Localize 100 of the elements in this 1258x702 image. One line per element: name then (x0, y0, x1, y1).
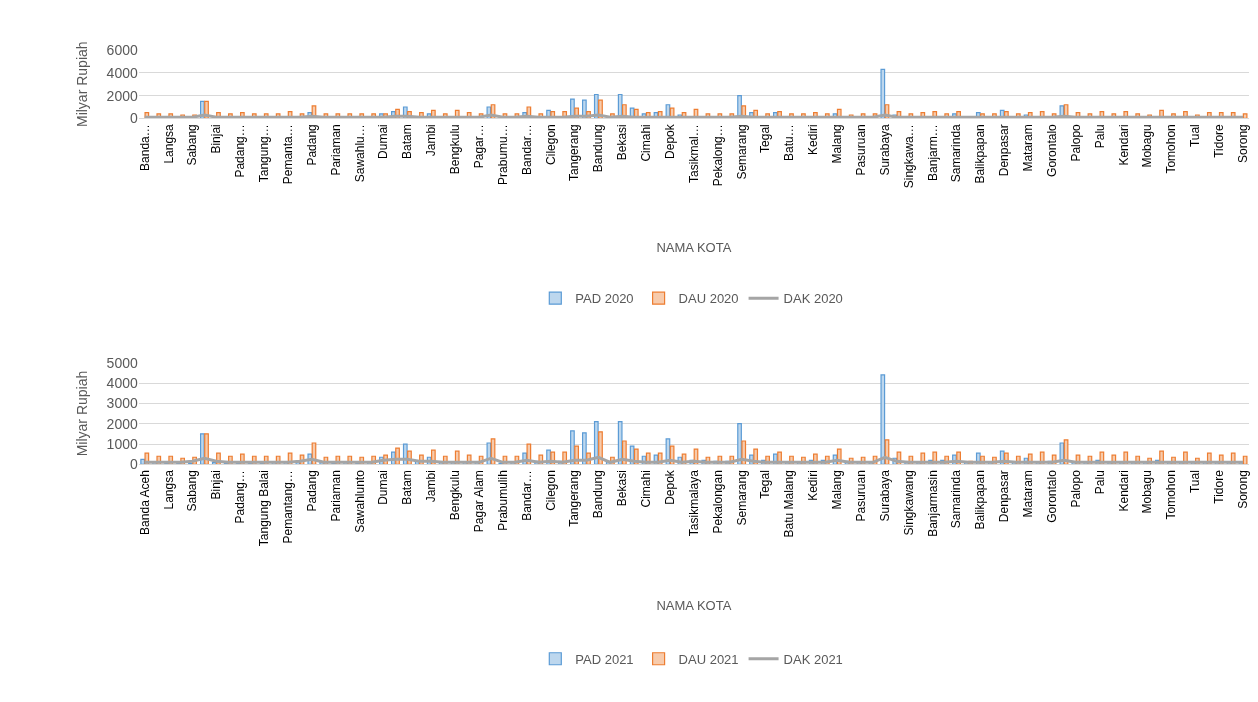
y-tick-label: 2000 (106, 87, 138, 104)
x-tick-label: Sawahlunto (352, 469, 367, 533)
x-tick-label: Mobagu (1140, 124, 1155, 168)
legend-label: DAK 2021 (783, 651, 843, 667)
x-tick-label: Tangerang (567, 124, 582, 181)
x-tick-label: Surabaya (877, 123, 892, 176)
x-tick-label: Prabumulih (495, 470, 510, 531)
x-tick-label: Kediri (806, 470, 821, 501)
x-tick-label: Balikpapan (973, 470, 988, 530)
x-tick-label: Tangung… (257, 124, 272, 183)
x-tick-label: Palu (1092, 124, 1107, 149)
x-tick-label: Cilegon (543, 470, 558, 511)
x-tick-label: Tangung Balai (257, 470, 272, 547)
x-tick-label: Palu (1092, 470, 1107, 495)
x-tick-label: Palopo (1068, 469, 1083, 508)
x-tick-label: Banjarmasin (925, 470, 940, 537)
x-tick-label: Malang (830, 124, 845, 164)
x-tick-label: Sabang (185, 124, 200, 166)
x-tick-label: Cilegon (543, 124, 558, 165)
x-tick-label: Tidore (1212, 123, 1227, 158)
x-tick-label: Jambi (424, 124, 439, 157)
y-tick-label: 2000 (106, 415, 138, 432)
x-tick-label: Sawahlu… (352, 124, 367, 183)
y-tick-label: 6000 (106, 41, 138, 58)
x-tick-label: Padang (304, 470, 319, 512)
x-tick-label: Dumai (376, 124, 391, 159)
x-tick-label: Binjai (209, 124, 224, 154)
x-tick-label: Batu… (782, 124, 797, 161)
y-axis-title: Milyar Rupiah (74, 370, 91, 457)
y-axis-title: Milyar Rupiah (74, 41, 91, 128)
x-tick-label: Tegal (758, 470, 773, 499)
x-tick-label: Bekasi (615, 124, 630, 161)
x-tick-label: Tidore (1212, 469, 1227, 504)
x-tick-label: Pariaman (328, 470, 343, 522)
x-tick-label: Pemantang… (280, 470, 295, 544)
x-axis-title: NAMA KOTA (656, 239, 732, 255)
x-tick-label: Bandar… (519, 470, 534, 521)
x-tick-label: Denpasar (997, 124, 1012, 177)
x-tick-label: Gorontalo (1044, 469, 1059, 523)
x-tick-label: Malang (830, 470, 845, 510)
x-tick-label: Tasikmalaya (686, 469, 701, 537)
x-tick-label: Sorong (1235, 470, 1250, 509)
x-tick-label: Depok (662, 469, 677, 505)
x-tick-label: Langsa (161, 123, 176, 164)
x-tick-label: Tangerang (567, 470, 582, 527)
x-tick-label: Samarinda (949, 469, 964, 529)
x-tick-label: Dumai (376, 470, 391, 505)
x-tick-label: Cimahi (639, 124, 654, 162)
x-tick-label: Balikpapan (973, 124, 988, 184)
y-tick-label: 4000 (106, 64, 138, 81)
x-tick-label: Batam (400, 470, 415, 505)
x-tick-label: Bengkulu (448, 470, 463, 521)
x-tick-label: Banda Aceh (137, 470, 152, 535)
x-tick-label: Sorong (1235, 124, 1250, 163)
x-tick-label: Gorontalo (1044, 123, 1059, 177)
x-tick-label: Bandung (591, 124, 606, 173)
x-tick-label: Sabang (185, 470, 200, 512)
x-tick-label: Langsa (161, 469, 176, 510)
x-tick-label: Pariaman (328, 124, 343, 176)
y-tick-label: 4000 (106, 374, 138, 391)
x-tick-label: Tomohon (1164, 470, 1179, 520)
x-tick-label: Depok (662, 123, 677, 159)
x-tick-label: Pekalongan (710, 470, 725, 534)
x-tick-label: Jambi (424, 470, 439, 503)
x-tick-label: Tomohon (1164, 124, 1179, 174)
x-tick-label: Banda… (137, 124, 152, 171)
x-tick-label: Tasikmal… (686, 124, 701, 183)
x-tick-label: Tual (1188, 124, 1203, 148)
x-tick-label: Bandar… (519, 124, 534, 175)
x-tick-label: Padang… (233, 124, 248, 178)
x-tick-label: Pekalong… (710, 124, 725, 187)
x-tick-label: Pemanta… (280, 124, 295, 185)
x-tick-label: Banjarm… (925, 124, 940, 181)
legend-label: DAK 2020 (783, 291, 843, 307)
y-tick-label: 0 (129, 110, 138, 127)
x-tick-label: Surabaya (877, 469, 892, 522)
x-tick-label: Tegal (758, 124, 773, 153)
x-tick-label: Kediri (806, 124, 821, 155)
x-tick-label: Semarang (734, 470, 749, 526)
x-tick-label: Tual (1188, 470, 1203, 494)
x-tick-label: Pasuruan (853, 470, 868, 522)
x-tick-label: Bekasi (615, 470, 630, 507)
x-tick-label: Palopo (1068, 123, 1083, 162)
x-tick-label: Bandung (591, 470, 606, 519)
x-tick-label: Samarinda (949, 123, 964, 183)
x-tick-label: Pagar… (471, 124, 486, 169)
y-tick-label: 5000 (106, 354, 138, 371)
x-tick-label: Singkawa… (901, 124, 916, 189)
x-tick-label: Padang… (233, 470, 248, 524)
x-tick-label: Semarang (734, 124, 749, 180)
y-tick-label: 3000 (106, 395, 138, 412)
x-tick-label: Mataram (1021, 124, 1036, 172)
x-tick-label: Kendari (1116, 124, 1131, 166)
legend-label: DAU 2021 (678, 651, 739, 667)
y-tick-label: 0 (129, 456, 138, 473)
x-tick-label: Binjai (209, 470, 224, 500)
x-tick-label: Prabumu… (495, 124, 510, 185)
x-tick-label: Pagar Alam (471, 470, 486, 533)
legend-label: PAD 2021 (575, 651, 634, 667)
x-axis-title: NAMA KOTA (656, 597, 732, 613)
